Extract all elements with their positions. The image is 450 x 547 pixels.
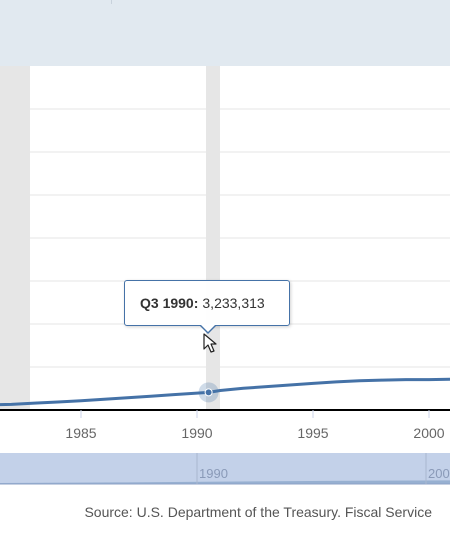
x-tick-label: 1990 <box>181 425 212 441</box>
tooltip: Q3 1990: 3,233,313 <box>124 280 290 326</box>
gridlines <box>0 108 450 368</box>
navigator-series-area <box>0 480 450 484</box>
x-tick-label: 2000 <box>413 425 444 441</box>
tooltip-label: Q3 1990 <box>140 295 194 311</box>
x-tick-label: 1995 <box>297 425 328 441</box>
source-credit: Source: U.S. Department of the Treasury.… <box>84 504 432 520</box>
arrow-cursor-icon <box>203 333 217 353</box>
navigator-selection <box>0 453 450 484</box>
tooltip-separator: : <box>193 295 199 311</box>
chart-toolbar-band <box>0 0 450 66</box>
series-line <box>0 377 450 407</box>
navigator-tick-label: 200 <box>428 466 450 481</box>
tooltip-value: 3,233,313 <box>202 295 265 311</box>
navigator[interactable]: 1990 200 <box>0 453 450 485</box>
hover-point <box>204 388 213 397</box>
x-tick-label: 1985 <box>65 425 96 441</box>
toolbar-divider <box>111 0 112 4</box>
tooltip-pointer-fill <box>200 324 216 332</box>
series-layer <box>0 377 450 407</box>
navigator-tick-label: 1990 <box>199 466 228 481</box>
x-axis: 1985 1990 1995 2000 <box>0 409 450 441</box>
